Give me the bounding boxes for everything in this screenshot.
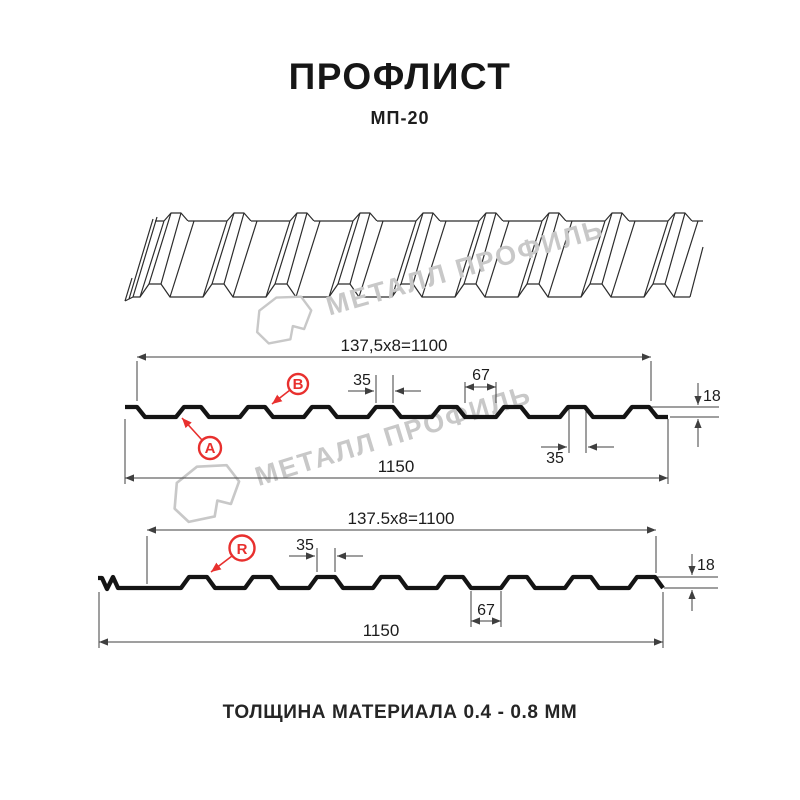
material-thickness-note: ТОЛЩИНА МАТЕРИАЛА 0.4 - 0.8 ММ xyxy=(222,702,578,723)
callout-a-label: A xyxy=(205,440,216,457)
page-subtitle: МП-20 xyxy=(370,108,430,128)
callout-circle xyxy=(228,534,256,562)
watermark: МЕТАЛЛ ПРОФИЛЬ xyxy=(243,202,611,355)
rib-face xyxy=(266,221,314,297)
dim-width-formula-label: 137.5x8=1100 xyxy=(348,510,455,528)
profile-3d-wireframe xyxy=(124,212,704,302)
rib-edges xyxy=(139,212,699,298)
rib-face xyxy=(518,221,566,297)
profile-3d-view xyxy=(124,212,704,302)
rib-face xyxy=(455,221,503,297)
callout-arrow xyxy=(181,417,203,441)
rib-face xyxy=(392,221,440,297)
dim-crest-label: 35 xyxy=(353,372,371,389)
dim-crest-bottom-label: 35 xyxy=(546,450,564,467)
sheet-back-edge xyxy=(155,212,703,222)
callout-r: R xyxy=(210,534,256,573)
callout-circle xyxy=(197,435,223,461)
sheet-cut-edge xyxy=(124,216,704,302)
dim-valley-label: 67 xyxy=(477,602,495,619)
dim-crest-label: 35 xyxy=(296,537,314,554)
dim-height-label: 18 xyxy=(703,388,721,405)
dim-valley-label: 67 xyxy=(472,367,490,384)
sheet-profile-outline xyxy=(98,574,665,592)
callout-circle xyxy=(286,372,310,396)
rib-face xyxy=(644,221,692,297)
callout-r-label: R xyxy=(237,541,248,558)
callout-b: B xyxy=(271,372,310,405)
rib-face xyxy=(140,221,188,297)
metal-profil-logo-icon xyxy=(255,295,313,345)
rib-face xyxy=(329,221,377,297)
cross-section-top-view: 137,5x8=1100 1150 35 67 35 18 xyxy=(124,336,721,484)
callout-a: A xyxy=(181,417,223,461)
callout-b-label: B xyxy=(293,376,304,393)
dim-width-formula-label: 137,5x8=1100 xyxy=(341,336,448,355)
rib-face xyxy=(581,221,629,297)
callout-arrow xyxy=(210,555,233,573)
sheet-profile-outline xyxy=(125,404,668,420)
sheet-front-edge xyxy=(133,283,690,298)
callout-arrow xyxy=(271,389,291,405)
cross-section-bottom-view: 137.5x8=1100 1150 35 67 18 R xyxy=(98,510,718,648)
dim-height-label: 18 xyxy=(697,557,715,574)
rib-face xyxy=(203,221,251,297)
page-title: ПРОФЛИСТ xyxy=(288,56,512,97)
dim-total-width-label: 1150 xyxy=(363,621,400,640)
dim-total-width-label: 1150 xyxy=(378,457,415,476)
